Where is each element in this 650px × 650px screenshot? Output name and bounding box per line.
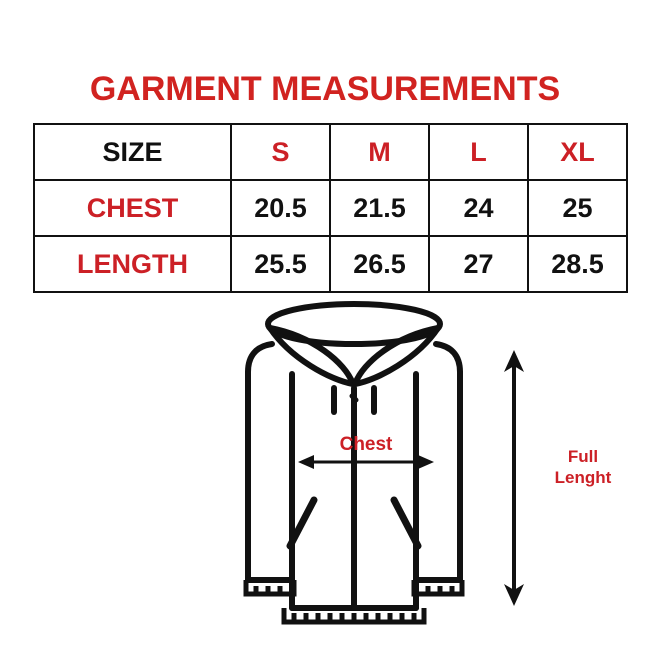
column-header-xl: XL (527, 123, 628, 181)
pocket-right (390, 496, 422, 550)
cell-length-s: 25.5 (230, 235, 331, 293)
cell-length-l: 27 (428, 235, 529, 293)
column-header-s: S (230, 123, 331, 181)
measurements-table: SIZE S M L XL CHEST 20.5 21.5 24 25 LENG… (33, 123, 628, 293)
hood-right-panel (352, 325, 441, 387)
row-header-chest: CHEST (33, 179, 232, 237)
pocket-left (286, 496, 318, 550)
column-header-l: L (428, 123, 529, 181)
left-cuff-ribbing (243, 580, 297, 597)
cell-chest-s: 20.5 (230, 179, 331, 237)
row-header-length: LENGTH (33, 235, 232, 293)
chest-measure-label: Chest (339, 434, 393, 455)
cell-length-m: 26.5 (329, 235, 430, 293)
cell-chest-l: 24 (428, 179, 529, 237)
left-shoulder-curve (245, 341, 275, 375)
right-shoulder-curve (433, 341, 463, 375)
cell-length-xl: 28.5 (527, 235, 628, 293)
cell-chest-xl: 25 (527, 179, 628, 237)
hoodie-diagram (243, 301, 524, 625)
full-length-label-line2: Lenght (554, 468, 612, 487)
page-title: GARMENT MEASUREMENTS (89, 70, 561, 108)
zipper-pull-icon (349, 393, 359, 403)
table-row-length: LENGTH 25.5 26.5 27 28.5 (33, 235, 628, 293)
hood-outer-ellipse (265, 301, 443, 347)
full-length-measure-arrow (504, 350, 524, 606)
full-length-measure-label: Full Lenght (528, 446, 638, 488)
row-header-size: SIZE (33, 123, 232, 181)
table-row-chest: CHEST 20.5 21.5 24 25 (33, 179, 628, 237)
column-header-m: M (329, 123, 430, 181)
hem-ribbing (281, 608, 427, 625)
table-row-size: SIZE S M L XL (33, 123, 628, 181)
right-cuff-ribbing (411, 580, 465, 597)
full-length-label-line1: Full (567, 447, 599, 466)
chest-measure-arrow (298, 455, 434, 469)
cell-chest-m: 21.5 (329, 179, 430, 237)
